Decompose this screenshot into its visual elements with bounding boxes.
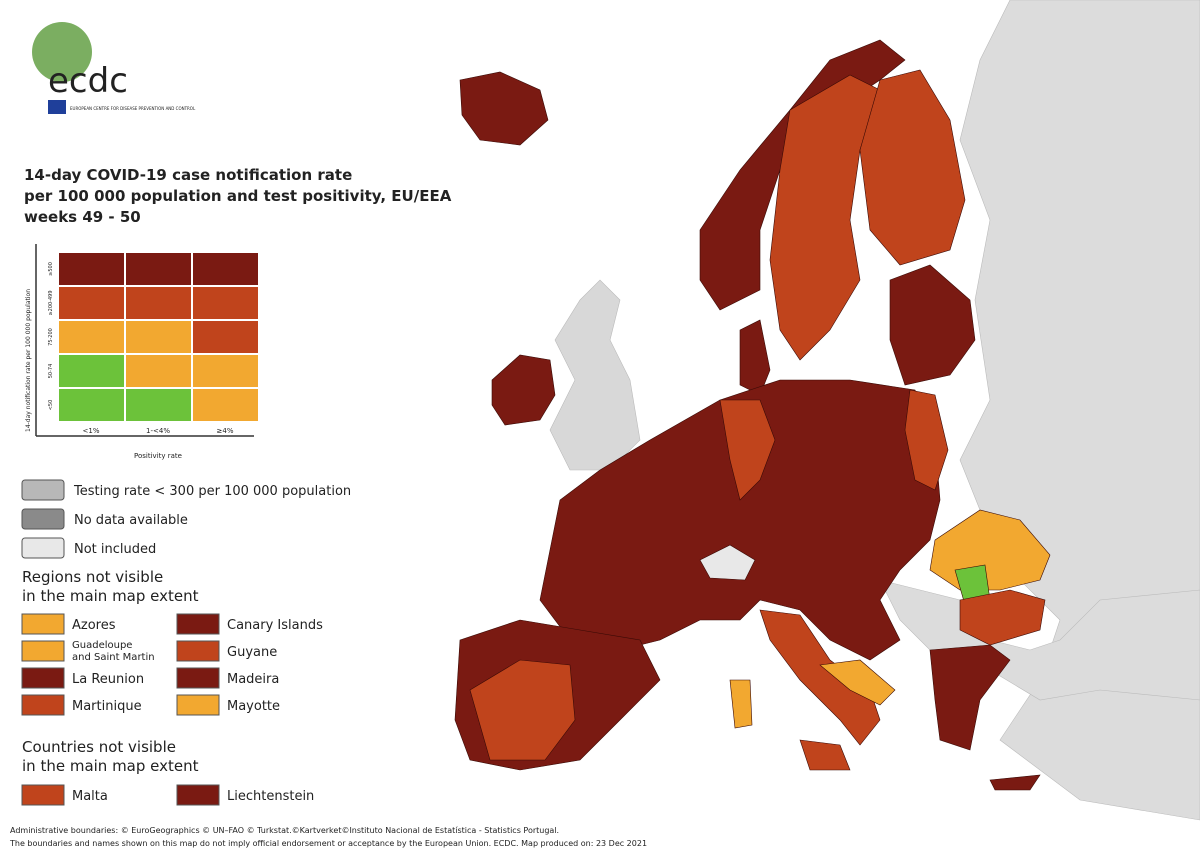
region-swatch [176, 640, 220, 662]
matrix-y-label: 14-day notification rate per 100 000 pop… [25, 289, 32, 432]
country-label: Malta [72, 789, 108, 804]
countries-heading: in the main map extent [22, 757, 199, 775]
region-swatch [176, 694, 220, 716]
title: per 100 000 population and test positivi… [24, 187, 452, 205]
matrix-col-label: ≥4% [217, 427, 234, 435]
country-swatch [21, 784, 65, 806]
region-label: Canary Islands [227, 618, 323, 633]
legend-label: Not included [74, 542, 156, 557]
region-swatch [21, 613, 65, 635]
footer: The boundaries and names shown on this m… [9, 839, 647, 848]
matrix-col-label: 1-<4% [146, 427, 170, 435]
region-label: Martinique [72, 699, 142, 714]
region-swatch [176, 613, 220, 635]
region-swatch [21, 640, 65, 662]
country-swatch [176, 784, 220, 806]
logo: ecdc EUROPEAN CENTRE FOR DISEASE PREVENT… [32, 22, 196, 114]
legend-swatch [21, 508, 65, 530]
matrix-col-label: <1% [83, 427, 100, 435]
legend-swatch [21, 479, 65, 501]
matrix-x-label: Positivity rate [134, 452, 182, 460]
logo-text: ecdc [48, 61, 128, 101]
region-label: Guadeloupe and Saint Martin [72, 640, 155, 663]
regions-heading: Regions not visible [22, 568, 163, 586]
region-label: Azores [72, 618, 116, 633]
region-swatch [21, 667, 65, 689]
legend-matrix [35, 244, 260, 437]
footer: Administrative boundaries: © EuroGeograp… [10, 826, 559, 835]
map [454, 0, 1200, 821]
legend: Testing rate < 300 per 100 000 populatio… [21, 479, 351, 806]
country-label: Liechtenstein [227, 789, 314, 804]
countries-heading: Countries not visible [22, 738, 176, 756]
matrix-row-label: ≥500 [48, 262, 54, 276]
matrix-row-label: <50 [48, 400, 54, 411]
title: 14-day COVID-19 case notification rate [24, 166, 352, 184]
region-label: La Reunion [72, 672, 144, 687]
regions-heading: in the main map extent [22, 587, 199, 605]
logo-subtext: EUROPEAN CENTRE FOR DISEASE PREVENTION A… [70, 106, 196, 111]
legend-label: No data available [74, 513, 188, 528]
matrix-row-label: ≥200-499 [48, 290, 54, 315]
region-label: Guyane [227, 645, 277, 660]
region-label: Mayotte [227, 699, 280, 714]
title: weeks 49 - 50 [24, 208, 141, 226]
legend-label: Testing rate < 300 per 100 000 populatio… [73, 484, 351, 499]
region-swatch [176, 667, 220, 689]
matrix-row-label: 75-200 [48, 328, 54, 346]
region-label: Madeira [227, 672, 279, 687]
region-swatch [21, 694, 65, 716]
legend-swatch [21, 537, 65, 559]
matrix-row-label: 50-74 [48, 364, 54, 379]
